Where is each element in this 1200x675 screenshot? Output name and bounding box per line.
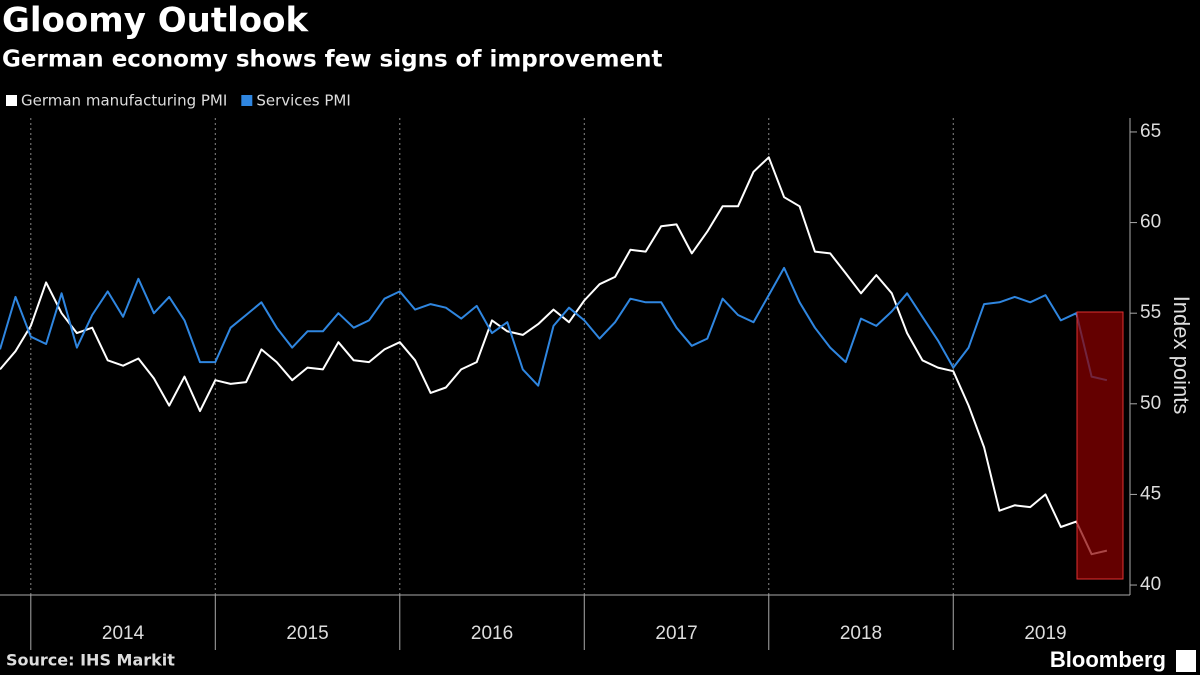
chart-title: Gloomy Outlook bbox=[2, 1, 309, 41]
x-tick-label: 2015 bbox=[286, 623, 328, 644]
chart-subtitle: German economy shows few signs of improv… bbox=[2, 47, 662, 73]
x-tick-label: 2017 bbox=[655, 623, 697, 644]
y-tick-label: 45 bbox=[1140, 483, 1161, 504]
legend: German manufacturing PMI Services PMI bbox=[6, 92, 351, 110]
series-line bbox=[0, 266, 1108, 387]
legend-label: Services PMI bbox=[256, 92, 350, 110]
x-tick-label: 2014 bbox=[102, 623, 145, 644]
legend-label: German manufacturing PMI bbox=[21, 92, 227, 110]
y-tick-label: 50 bbox=[1140, 393, 1161, 414]
highlight-box bbox=[1076, 311, 1124, 580]
source: Source: IHS Markit bbox=[6, 651, 175, 670]
brand: Bloomberg bbox=[1050, 647, 1166, 672]
y-tick-label: 65 bbox=[1140, 121, 1161, 142]
brand-icon bbox=[1176, 650, 1196, 672]
y-tick-label: 40 bbox=[1140, 574, 1161, 595]
y-tick-label: 60 bbox=[1140, 212, 1161, 233]
y-axis-label: Index points bbox=[1169, 296, 1194, 415]
x-tick-label: 2016 bbox=[471, 623, 513, 644]
legend-swatch bbox=[241, 95, 253, 106]
legend-swatch bbox=[6, 95, 17, 106]
series-line bbox=[0, 156, 1108, 556]
y-tick-label: 55 bbox=[1140, 302, 1161, 323]
x-tick-label: 2019 bbox=[1024, 623, 1066, 644]
x-tick-label: 2018 bbox=[840, 623, 882, 644]
